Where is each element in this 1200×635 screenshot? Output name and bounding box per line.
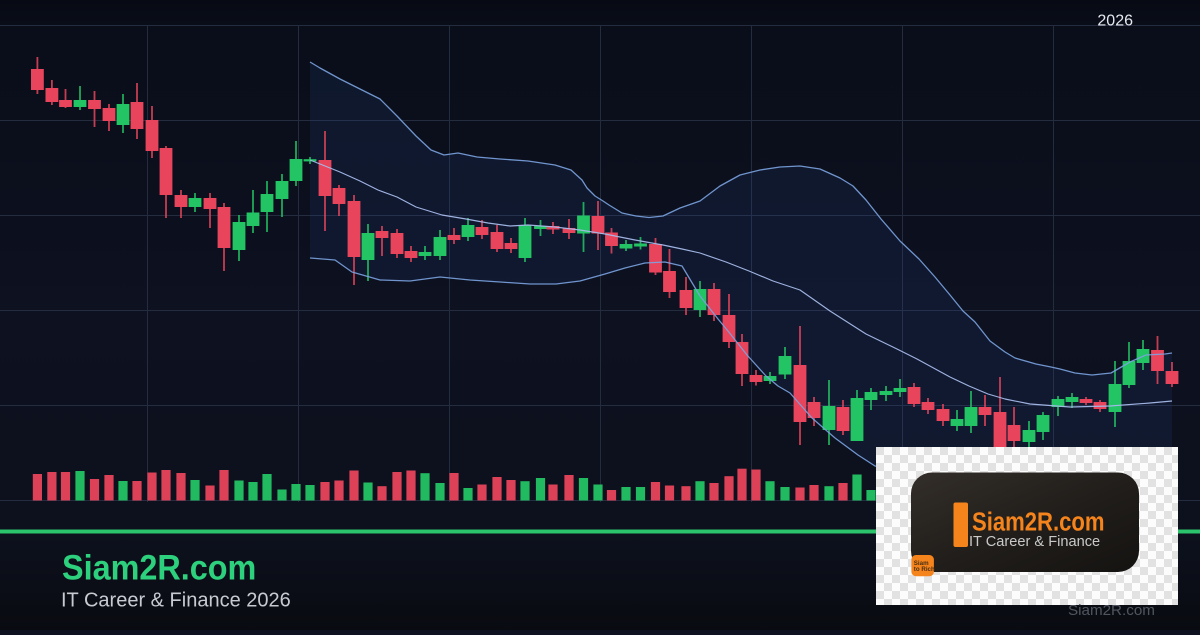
svg-text:IT Career & Finance 2026: IT Career & Finance 2026 [61,590,291,612]
svg-text:Siam2R.com: Siam2R.com [972,508,1105,537]
svg-text:2026: 2026 [1097,13,1133,30]
svg-text:Siam2R.com: Siam2R.com [62,549,256,588]
svg-text:to Rich: to Rich [914,566,935,573]
svg-text:Siam2R.com: Siam2R.com [1068,602,1155,619]
svg-text:Siam: Siam [914,560,929,567]
svg-text:IT Career & Finance: IT Career & Finance [969,534,1100,550]
